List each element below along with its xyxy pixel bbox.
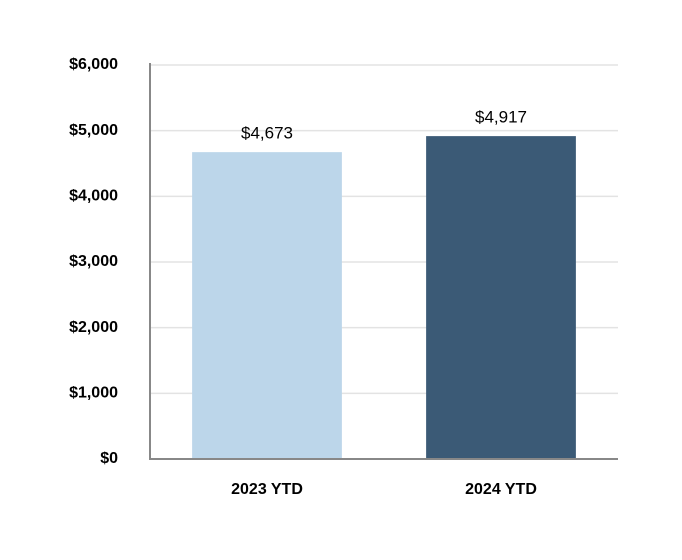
y-tick-label: $3,000 <box>69 253 118 270</box>
x-tick-label: 2024 YTD <box>465 481 537 498</box>
y-tick-label: $1,000 <box>69 385 118 402</box>
y-tick-label: $5,000 <box>69 122 118 139</box>
y-tick-label: $4,000 <box>69 188 118 205</box>
bar <box>426 136 576 459</box>
value-label: $4,673 <box>241 124 293 143</box>
bar <box>192 152 342 460</box>
value-label: $4,917 <box>475 108 527 127</box>
y-tick-label: $0 <box>100 450 118 467</box>
y-tick-label: $2,000 <box>69 319 118 336</box>
y-tick-label: $6,000 <box>69 56 118 73</box>
x-tick-label: 2023 YTD <box>231 481 303 498</box>
